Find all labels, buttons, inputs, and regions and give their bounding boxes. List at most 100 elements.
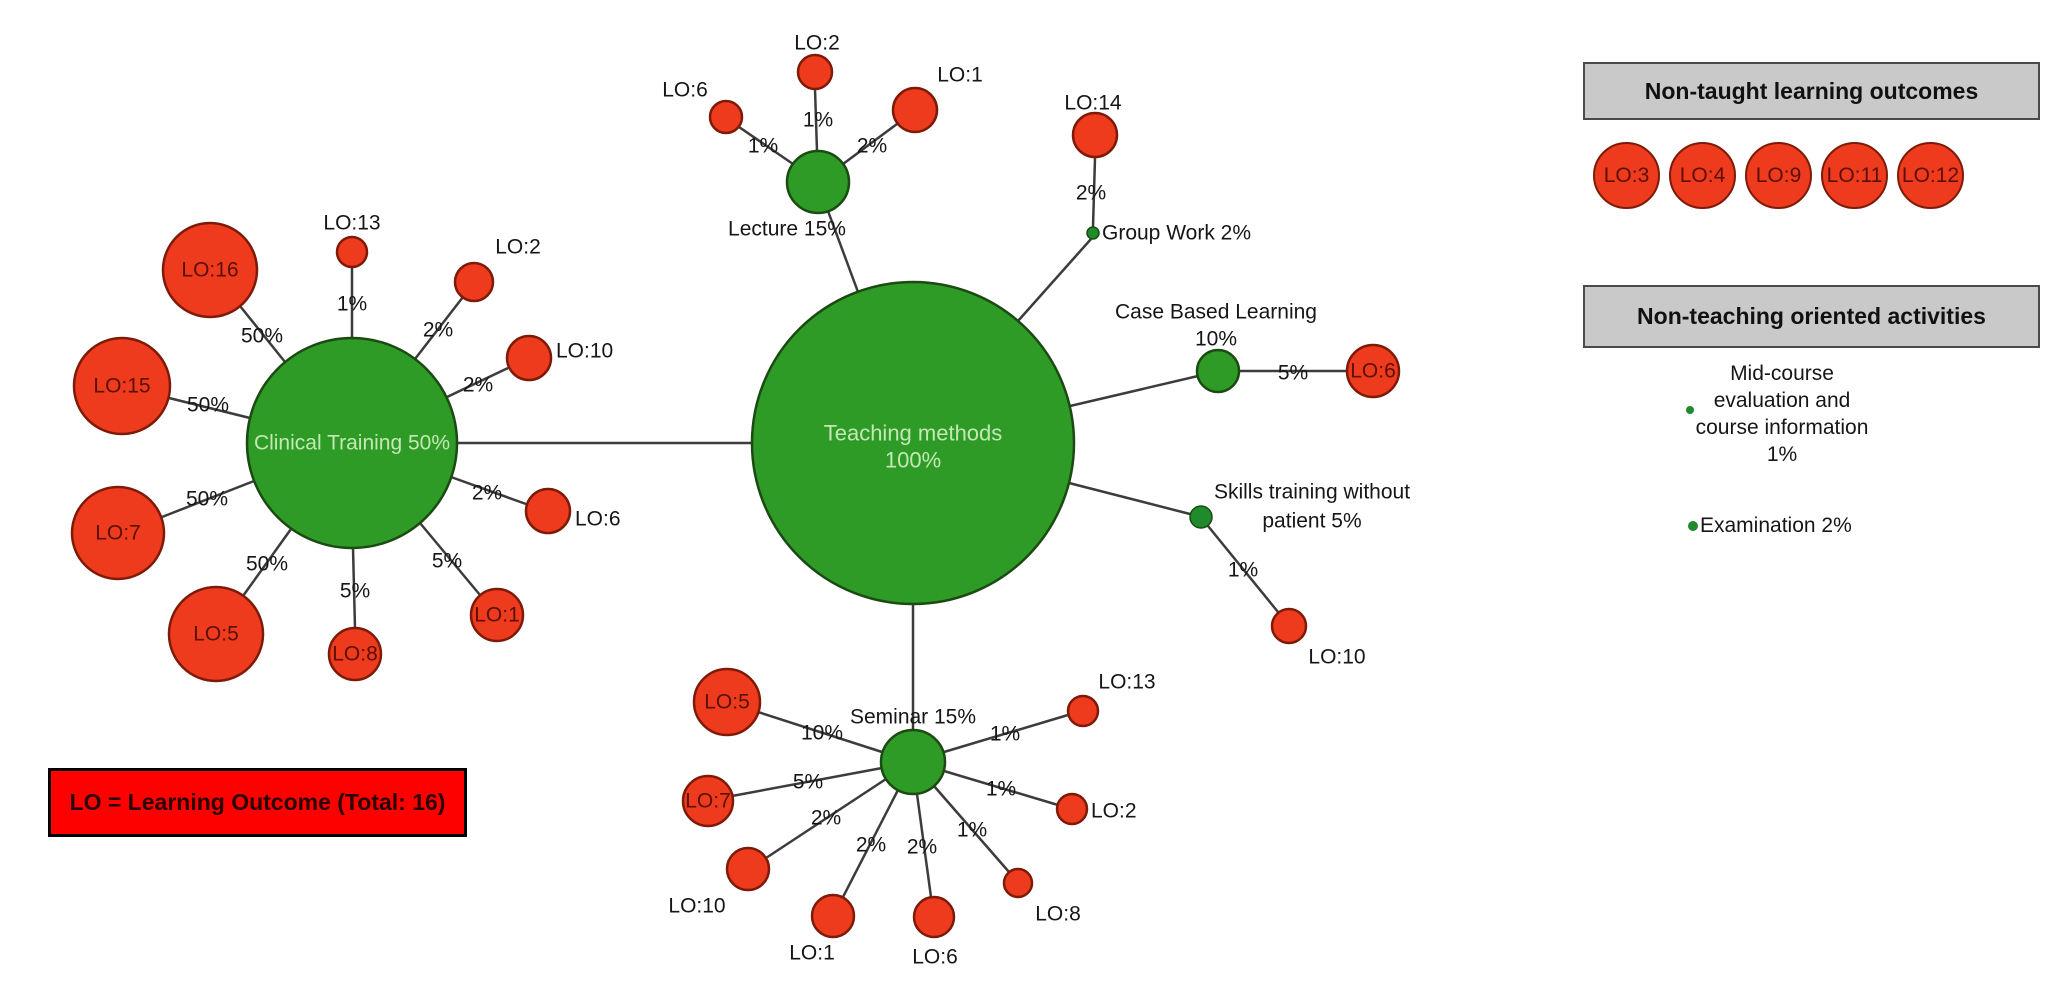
edge-label-seminar-sem-lo2: 1% xyxy=(986,778,1016,801)
node-label-sem-lo7: LO:7 xyxy=(685,790,731,813)
edge-label-seminar-sem-lo10: 2% xyxy=(811,807,841,830)
node-label-ct-lo10: LO:10 xyxy=(556,340,613,363)
edge-seminar-sem-lo2 xyxy=(943,769,1059,807)
node-sem-lo13 xyxy=(1066,694,1100,728)
legend-box: LO = Learning Outcome (Total: 16) xyxy=(48,768,467,837)
edge-label-clinical-training-ct-lo2: 2% xyxy=(423,319,453,342)
node-ct-lo10 xyxy=(505,334,553,382)
edge-label-lecture-lec-lo2: 1% xyxy=(803,109,833,132)
edge-label-clinical-training-ct-lo8: 5% xyxy=(340,580,370,603)
node-label-sem-lo13: LO:13 xyxy=(1098,671,1155,694)
node-sem-lo2 xyxy=(1055,792,1089,826)
node-label-skills-training-without-patient-line1: Skills training without xyxy=(1214,481,1410,504)
node-label-seminar: Seminar 15% xyxy=(850,706,976,729)
node-ct-lo2 xyxy=(453,261,495,303)
mid-course-label: Mid-course evaluation and course informati… xyxy=(1682,360,1882,468)
examination-dot-icon xyxy=(1688,521,1698,531)
mid-course-label-line: 1% xyxy=(1766,443,1798,466)
node-ct-lo8 xyxy=(327,626,383,682)
node-label-lecture: Lecture 15% xyxy=(728,218,846,241)
node-ct-lo5 xyxy=(167,585,265,683)
node-label-lec-lo1: LO:1 xyxy=(937,64,983,87)
node-label-group-work: Group Work 2% xyxy=(1102,222,1251,245)
node-ct-lo7 xyxy=(70,485,166,581)
edge-seminar-sem-lo7 xyxy=(731,766,883,798)
edge-clinical-training-ct-lo7 xyxy=(161,479,255,519)
node-sem-lo10 xyxy=(725,846,771,892)
edge-seminar-sem-lo13 xyxy=(943,713,1069,754)
node-label-sem-lo6: LO:6 xyxy=(912,946,958,969)
node-sem-lo7 xyxy=(681,774,735,828)
edge-teaching-methods-skills-training-without-patient xyxy=(1068,481,1191,516)
edge-label-seminar-sem-lo8: 1% xyxy=(957,819,987,842)
node-label-gw-lo14: LO:14 xyxy=(1064,92,1122,115)
node-case-based-learning xyxy=(1195,348,1241,394)
node-label-sem-lo5: LO:5 xyxy=(704,691,750,714)
edge-lecture-teaching-methods xyxy=(826,210,860,293)
non-teaching-panel-header: Non-teaching oriented activities xyxy=(1583,285,2040,348)
node-seminar xyxy=(879,728,947,796)
edge-label-group-work-gw-lo14: 2% xyxy=(1076,182,1106,205)
edge-lecture-lec-lo2 xyxy=(813,88,819,152)
edge-label-clinical-training-ct-lo10: 2% xyxy=(463,374,493,397)
edge-label-case-based-learning-cbl-lo6: 5% xyxy=(1278,362,1308,385)
edge-label-clinical-training-ct-lo16: 50% xyxy=(241,325,283,348)
node-label-sem-lo2: LO:2 xyxy=(1091,800,1137,823)
node-label-clinical-training: Clinical Training 50% xyxy=(254,432,450,455)
node-label-ct-lo6: LO:6 xyxy=(575,508,621,531)
node-lec-lo6 xyxy=(708,99,744,135)
node-label-cbl-lo6: LO:6 xyxy=(1350,360,1396,383)
edge-label-seminar-sem-lo1: 2% xyxy=(856,834,886,857)
edge-label-seminar-sem-lo5: 10% xyxy=(801,722,843,745)
node-cbl-lo6 xyxy=(1345,343,1401,399)
node-gw-lo14 xyxy=(1071,111,1119,159)
mid-course-label-line: Mid-course xyxy=(1730,362,1834,385)
edge-teaching-methods-group-work xyxy=(1017,238,1092,322)
edge-label-clinical-training-ct-lo6: 2% xyxy=(472,482,502,505)
node-label-ct-lo16: LO:16 xyxy=(181,259,238,282)
node-label-sem-lo8: LO:8 xyxy=(1035,903,1081,926)
edge-lecture-lec-lo1 xyxy=(842,122,898,166)
edge-label-seminar-sem-lo6: 2% xyxy=(907,836,937,859)
mid-course-label-line: course information xyxy=(1695,416,1869,439)
node-lec-lo2 xyxy=(796,53,834,91)
node-sem-lo8 xyxy=(1002,867,1034,899)
node-ct-lo6 xyxy=(524,487,572,535)
node-group-work xyxy=(1086,226,1100,240)
node-label-sem-lo1: LO:1 xyxy=(789,942,835,965)
edge-seminar-sem-lo8 xyxy=(933,785,1010,873)
node-lec-lo1 xyxy=(891,86,939,134)
edge-label-clinical-training-ct-lo1: 5% xyxy=(432,550,462,573)
edge-teaching-methods-case-based-learning xyxy=(1069,374,1199,408)
node-label-ct-lo15: LO:15 xyxy=(93,375,150,398)
mid-course-dot-icon xyxy=(1686,406,1694,414)
non-taught-outcome-lo3: LO:3 xyxy=(1593,142,1660,209)
edge-label-clinical-training-ct-lo13: 1% xyxy=(337,293,367,316)
node-sem-lo5 xyxy=(692,667,762,737)
edge-clinical-training-ct-lo15 xyxy=(168,396,251,420)
node-ct-lo13 xyxy=(335,235,369,269)
node-label-ct-lo7: LO:7 xyxy=(95,522,141,545)
non-taught-outcome-lo12: LO:12 xyxy=(1897,142,1964,209)
node-label-case-based-learning-line1: Case Based Learning xyxy=(1115,301,1317,324)
edge-label-seminar-sem-lo7: 5% xyxy=(793,771,823,794)
examination-label: Examination 2% xyxy=(1700,514,1852,537)
node-ct-lo16 xyxy=(161,221,259,319)
edge-seminar-sem-lo1 xyxy=(841,789,900,898)
node-label-sem-lo10: LO:10 xyxy=(668,895,725,918)
edge-lecture-lec-lo6 xyxy=(738,125,794,166)
node-skills-training-without-patient xyxy=(1189,505,1213,529)
non-taught-outcomes-row: LO:3 LO:4 LO:9 LO:11 LO:12 xyxy=(1593,142,1964,209)
edge-clinical-training-ct-lo6 xyxy=(450,475,527,506)
node-label-ct-lo5: LO:5 xyxy=(193,623,239,646)
node-label-ct-lo13: LO:13 xyxy=(323,212,380,235)
node-label-lec-lo6: LO:6 xyxy=(662,79,708,102)
node-label-lec-lo2: LO:2 xyxy=(794,32,840,55)
edge-seminar-sem-lo5 xyxy=(757,710,883,754)
node-label-ct-lo1: LO:1 xyxy=(474,604,520,627)
node-teaching-methods xyxy=(750,280,1076,606)
node-st-lo10 xyxy=(1270,607,1308,645)
edge-label-lecture-lec-lo6: 1% xyxy=(748,135,778,158)
edge-clinical-training-ct-lo16 xyxy=(239,305,286,363)
